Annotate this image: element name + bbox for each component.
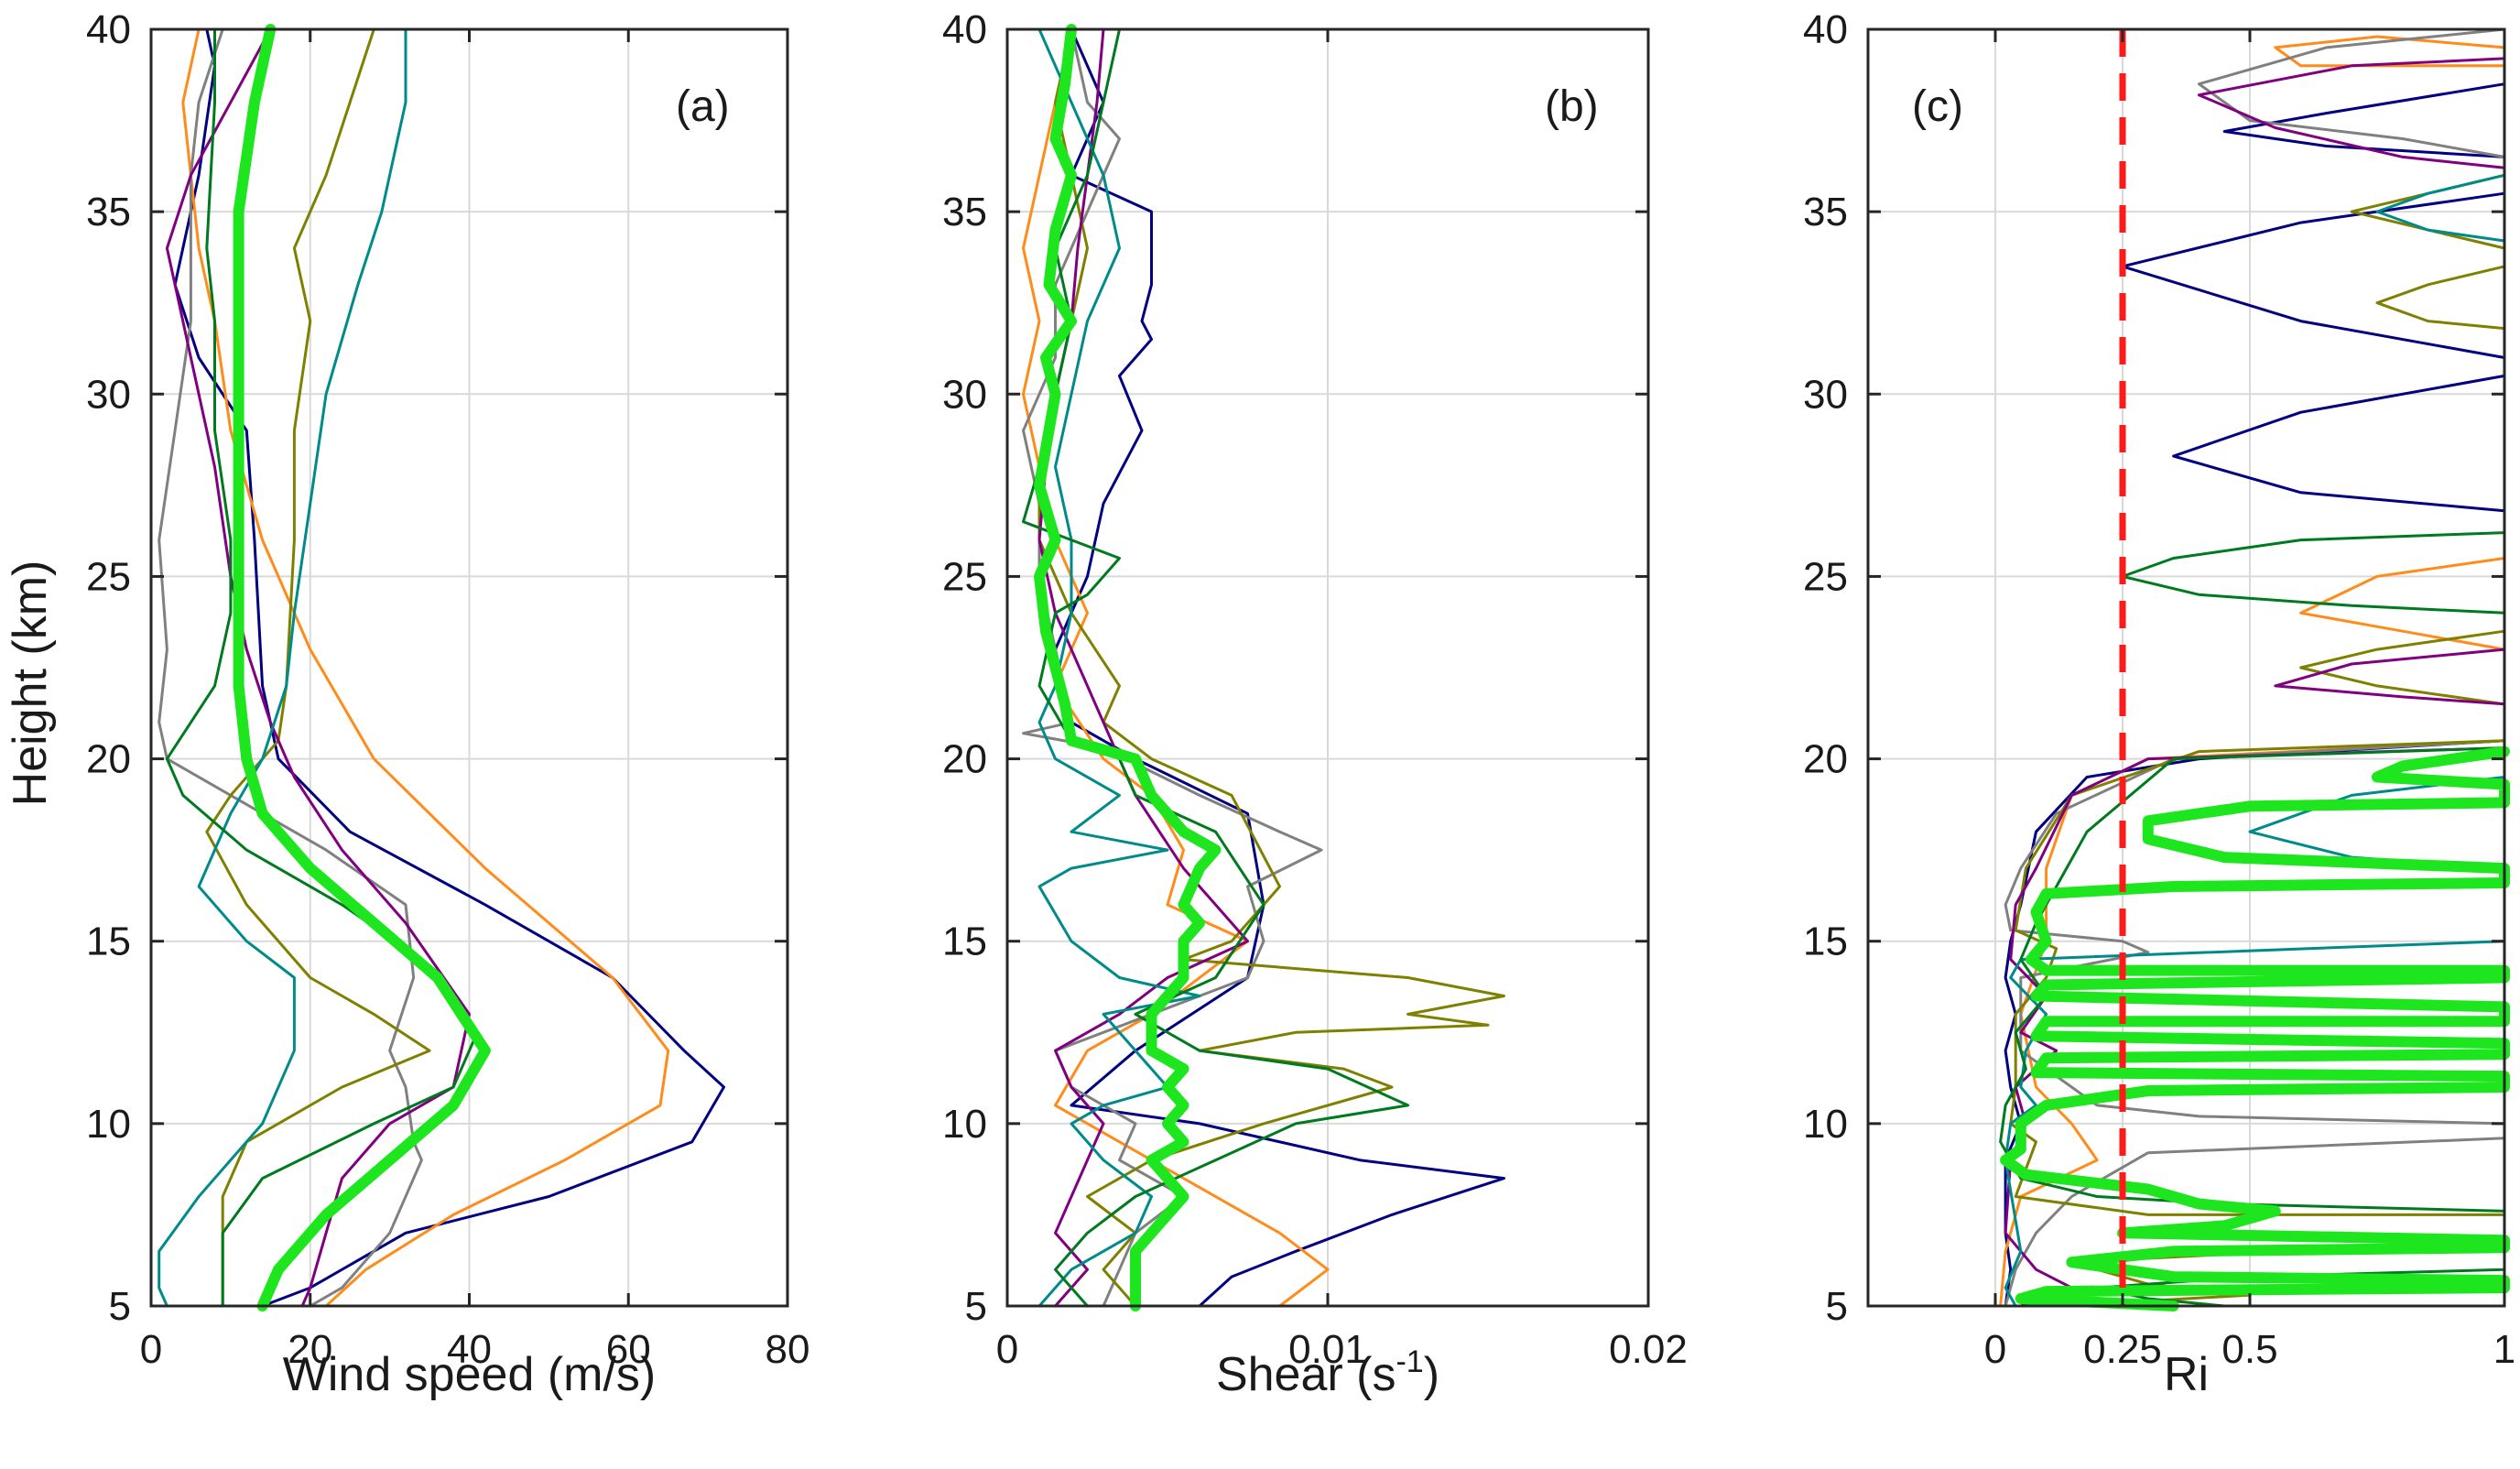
panel-a-profile-purple-line: [165, 27, 471, 1308]
panel-c-x-axis-title: Ri: [2164, 1348, 2209, 1401]
panel-c-ytick-label-10: 10: [1803, 1102, 1848, 1147]
panel-b-x-axis-title-close: ): [1424, 1348, 1439, 1401]
panel-b-ytick-label-35: 35: [942, 190, 987, 234]
panel-a-xtick-label-20: 20: [288, 1327, 332, 1372]
panel-b-label: (b): [1545, 82, 1599, 131]
panel-b-ytick-label-25: 25: [942, 554, 987, 599]
panel-b-shear-teal-line: [1037, 27, 1201, 1308]
panel-c-ytick-label-20: 20: [1803, 737, 1848, 782]
panel-c-label: (c): [1912, 82, 1963, 131]
panel-b-xtick-label-0: 0: [996, 1327, 1018, 1372]
panel-a-x-axis-title: Wind speed (m/s): [283, 1348, 656, 1401]
panel-a-profile-gray-line: [158, 27, 423, 1308]
panel-a-label: (a): [676, 82, 730, 131]
panel-c-series: [1999, 27, 2510, 1311]
panel-a-ytick-label-15: 15: [86, 919, 131, 964]
panel-c-ri-gray-line: [2004, 27, 2506, 1308]
panel-b-ytick-label-10: 10: [942, 1102, 987, 1147]
panel-b-shear-navy-line: [1054, 27, 1505, 1308]
panel-a-xtick-label-80: 80: [766, 1327, 810, 1372]
panel-b-x-axis-title: Shear (s-1): [1216, 1344, 1439, 1401]
panel-b-ticks: 0 0.01 0.02 5 10 15 20 25 30 35 40: [942, 7, 1688, 1372]
panel-c-ytick-label-40: 40: [1803, 7, 1848, 52]
panel-b-ytick-label-5: 5: [965, 1284, 987, 1329]
panel-a-xtick-label-40: 40: [447, 1327, 492, 1372]
panel-a-ytick-label-20: 20: [86, 737, 131, 782]
panel-b-grid: [1007, 29, 1648, 1306]
panel-b-shear-olive-line: [1037, 27, 1505, 1308]
panel-a: 0 20 40 60 80 5 10 15 20 25 30 35 40 (a) Wind speed …: [86, 7, 809, 1401]
panel-b-ytick-label-30: 30: [942, 372, 987, 417]
panel-b-x-axis-title-main: Shear (s: [1216, 1348, 1396, 1401]
panel-c-xtick-label-0: 0: [1984, 1327, 2006, 1372]
panel-c-frame: [1866, 27, 2506, 1308]
panel-a-profile-olive-line: [205, 27, 431, 1308]
panel-a-xtick-label-0: 0: [140, 1327, 162, 1372]
panel-b-shear-gray-line: [1022, 27, 1323, 1308]
panel-a-profile-mean-line: [233, 24, 491, 1311]
panel-c-ytick-label-15: 15: [1803, 919, 1848, 964]
panel-b-ytick-label-40: 40: [942, 7, 987, 52]
panel-a-ytick-label-5: 5: [109, 1284, 131, 1329]
panel-c-ytick-label-5: 5: [1826, 1284, 1848, 1329]
panel-b-ytick-label-15: 15: [942, 919, 987, 964]
panel-b-xtick-label-0-02: 0.02: [1609, 1327, 1688, 1372]
panel-a-ytick-label-40: 40: [86, 7, 131, 52]
panel-c-xtick-label-0-5: 0.5: [2221, 1327, 2277, 1372]
panel-a-ytick-label-25: 25: [86, 554, 131, 599]
panel-a-series: [158, 24, 725, 1311]
panel-c-ri-mean-line: [2000, 745, 2510, 1311]
panel-c-ri-teal-line: [2004, 173, 2506, 1308]
panel-a-ytick-label-35: 35: [86, 190, 131, 234]
panel-c-xtick-label-1: 1: [2493, 1327, 2515, 1372]
panel-a-profile-orange-line: [181, 27, 670, 1308]
panel-c-xtick-label-0-25: 0.25: [2083, 1327, 2162, 1372]
panel-b-series: [1022, 24, 1505, 1311]
panel-c-ri-green-line: [1999, 531, 2506, 1308]
panel-c-ri-olive-line: [2009, 64, 2506, 1308]
panel-b-ytick-label-20: 20: [942, 737, 987, 782]
y-axis-title: Height (km): [4, 560, 57, 807]
panel-b: 0 0.01 0.02 5 10 15 20 25 30 35 40 (b) Shear (s-1): [942, 7, 1688, 1401]
panel-a-ticks: 0 20 40 60 80 5 10 15 20 25 30 35 40: [86, 7, 809, 1372]
panel-c-ytick-label-30: 30: [1803, 372, 1848, 417]
panel-b-xtick-label-0-01: 0.01: [1288, 1327, 1367, 1372]
panel-a-ytick-label-30: 30: [86, 372, 131, 417]
panel-a-profile-green-line: [165, 27, 479, 1308]
panel-b-shear-mean-line: [1034, 24, 1222, 1311]
panel-a-profile-teal-line: [158, 27, 407, 1308]
panel-a-xtick-label-60: 60: [606, 1327, 651, 1372]
panel-c-ri-orange-line: [1999, 35, 2506, 1308]
panel-a-ytick-label-10: 10: [86, 1102, 131, 1147]
panel-b-x-axis-title-sup: -1: [1396, 1344, 1423, 1379]
panel-a-grid: [151, 29, 788, 1306]
panel-c-ytick-label-25: 25: [1803, 554, 1848, 599]
panel-c-ytick-label-35: 35: [1803, 190, 1848, 234]
